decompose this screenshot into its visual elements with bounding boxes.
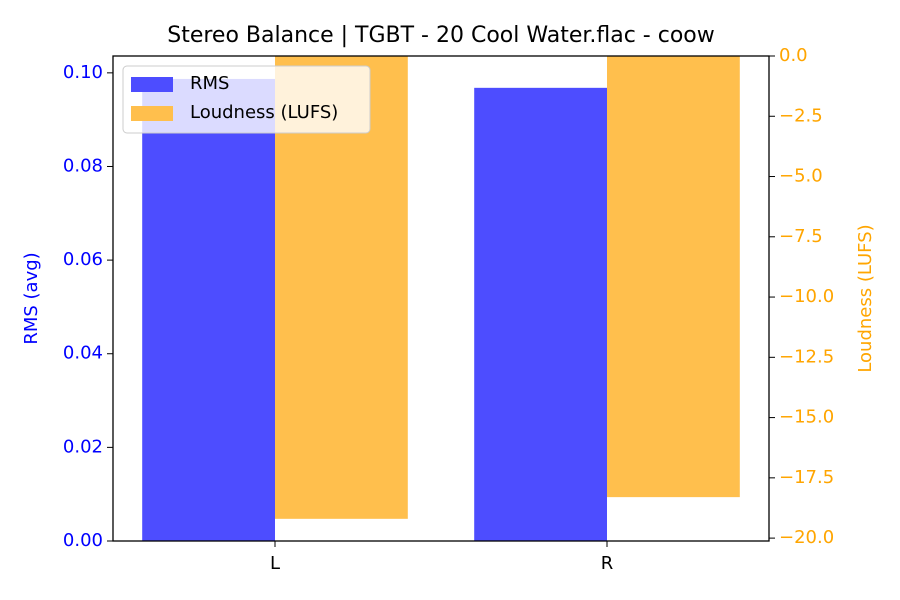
y2-tick-label: −10.0 — [779, 286, 834, 307]
y2-axis-label: Loudness (LUFS) — [855, 224, 876, 372]
y-tick-label: 0.10 — [63, 62, 103, 83]
legend-label: Loudness (LUFS) — [190, 102, 338, 123]
y-tick-label: 0.02 — [63, 436, 103, 457]
y2-tick-label: 0.0 — [779, 45, 808, 66]
y-tick-label: 0.06 — [63, 249, 103, 270]
y2-tick-label: −5.0 — [779, 166, 823, 187]
legend-label: RMS — [190, 73, 229, 94]
legend-box — [122, 65, 371, 134]
bar — [474, 87, 607, 541]
x-tick-label: R — [601, 553, 614, 574]
plot-frame — [112, 55, 770, 542]
y2-tick-label: −2.5 — [779, 105, 823, 126]
y-tick-label: 0.04 — [63, 343, 103, 364]
y-tick-label: 0.08 — [63, 155, 103, 176]
legend-swatch — [131, 77, 173, 92]
y2-tick-label: −12.5 — [779, 346, 834, 367]
bar — [607, 56, 740, 498]
legend-swatch — [131, 106, 173, 121]
y2-tick-label: −17.5 — [779, 467, 834, 488]
chart-title: Stereo Balance | TGBT - 20 Cool Water.fl… — [167, 23, 715, 48]
y-axis-label: RMS (avg) — [21, 252, 42, 344]
y2-tick-label: −15.0 — [779, 407, 834, 428]
y2-tick-label: −20.0 — [779, 527, 834, 548]
bar — [142, 78, 275, 542]
y2-tick-label: −7.5 — [779, 226, 823, 247]
x-tick-label: L — [270, 553, 280, 574]
y-tick-label: 0.00 — [63, 530, 103, 551]
